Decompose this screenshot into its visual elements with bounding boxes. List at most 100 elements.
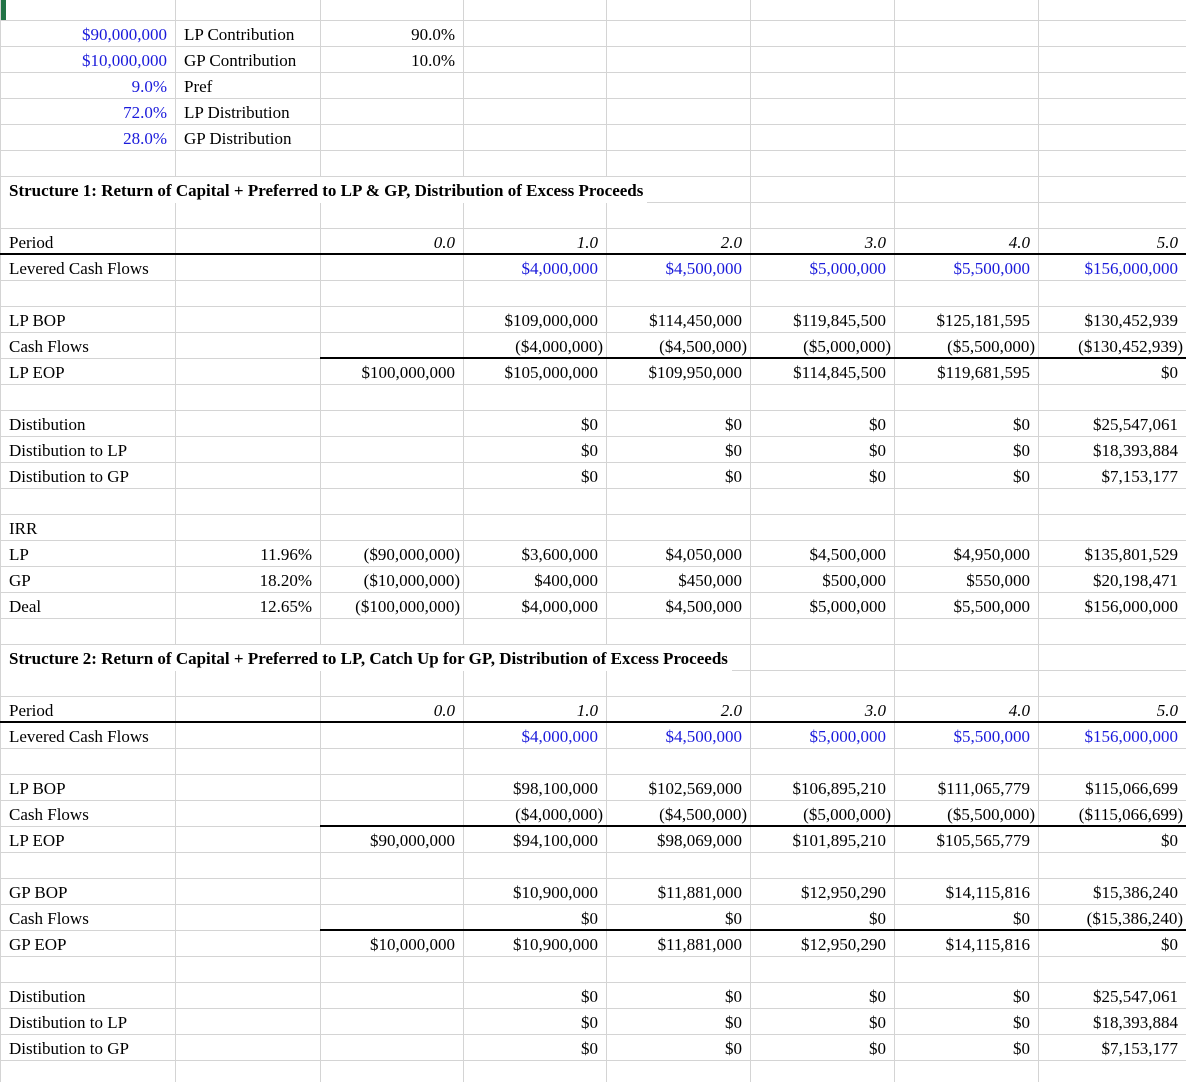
cell: $12,950,290 [801, 883, 886, 902]
cell: $156,000,000 [1084, 597, 1179, 616]
cell: Distibution to GP [9, 467, 129, 486]
cell: $0 [581, 415, 598, 434]
grid-line [0, 46, 1186, 47]
cell: $0 [1013, 1039, 1030, 1058]
grid-line [175, 0, 176, 1082]
cell: GP Distribution [184, 129, 292, 148]
section-title: Structure 1: Return of Capital + Preferr… [1, 177, 648, 203]
cell: $135,801,529 [1084, 545, 1179, 564]
cell: $119,681,595 [937, 363, 1030, 382]
grid-line [0, 1008, 1186, 1009]
cell: $4,000,000 [521, 259, 599, 278]
grid-line [0, 150, 1186, 151]
cell: $125,181,595 [936, 311, 1031, 330]
cell: $15,386,240 [1093, 883, 1178, 902]
grid-line [0, 1034, 1186, 1035]
cell: $109,950,000 [648, 363, 743, 382]
cell: $25,547,061 [1093, 987, 1178, 1006]
cell: ($10,000,000) [363, 571, 460, 590]
cell: $4,000,000 [521, 727, 599, 746]
cell: $4,500,000 [809, 545, 887, 564]
cell: $0 [581, 441, 598, 460]
cell: LP BOP [9, 311, 66, 330]
cell: $102,569,000 [648, 779, 743, 798]
cell: LP [9, 545, 29, 564]
cell: $0 [1161, 831, 1178, 850]
cell: $10,000,000 [370, 935, 455, 954]
grid-line [0, 878, 1186, 879]
cell: $0 [1013, 415, 1030, 434]
cell: $0 [581, 1039, 598, 1058]
cell: $10,000,000 [82, 51, 167, 70]
grid-line [0, 410, 1186, 411]
cell: $14,115,816 [945, 935, 1030, 954]
cell: $0 [1013, 441, 1030, 460]
cell: 4.0 [1008, 701, 1030, 720]
cell: 5.0 [1156, 701, 1178, 720]
cell: $119,845,500 [793, 311, 886, 330]
cell: LP BOP [9, 779, 66, 798]
cell: Cash Flows [9, 337, 89, 356]
cell: ($15,386,240) [1086, 909, 1183, 928]
grid-line [0, 488, 1186, 489]
cell: 2.0 [720, 701, 742, 720]
cell: 10.0% [411, 51, 455, 70]
cell: $114,845,500 [793, 363, 886, 382]
grid-line [0, 462, 1186, 463]
cell: ($115,066,699) [1078, 805, 1183, 824]
grid-line [0, 228, 1186, 229]
cell: $0 [725, 415, 742, 434]
cell: $4,950,000 [953, 545, 1031, 564]
cell: $0 [581, 987, 598, 1006]
cell: 28.0% [123, 129, 167, 148]
cell: LP Distribution [184, 103, 290, 122]
cell: ($4,000,000) [515, 805, 603, 824]
cell: 9.0% [131, 77, 167, 96]
cell: $156,000,000 [1084, 259, 1179, 278]
cell: $0 [725, 1013, 742, 1032]
row-border [0, 253, 1186, 255]
cell: ($100,000,000) [355, 597, 460, 616]
row-border [0, 721, 1186, 723]
cell: Distibution [9, 415, 86, 434]
cell: $0 [725, 441, 742, 460]
cell: $5,000,000 [809, 727, 887, 746]
grid-line [0, 332, 1186, 333]
grid-line [0, 644, 1186, 645]
cell: $0 [581, 909, 598, 928]
cell: $0 [1013, 909, 1030, 928]
cell: $0 [725, 909, 742, 928]
cell: Distibution to GP [9, 1039, 129, 1058]
cell: 0.0 [433, 701, 455, 720]
cell: 0.0 [433, 233, 455, 252]
grid-line [0, 982, 1186, 983]
cell-cursor [0, 0, 6, 20]
cell: $98,069,000 [657, 831, 742, 850]
cell: Distibution [9, 987, 86, 1006]
grid-line [0, 592, 1186, 593]
cell: $4,500,000 [665, 597, 743, 616]
cell: $0 [869, 909, 886, 928]
cell: 18.20% [259, 571, 312, 590]
cell: GP Contribution [184, 51, 297, 70]
cell: $500,000 [822, 571, 886, 590]
cell: 72.0% [123, 103, 167, 122]
cell: $4,050,000 [665, 545, 743, 564]
cell: $550,000 [966, 571, 1030, 590]
cell: $105,565,779 [936, 831, 1031, 850]
grid-line [0, 540, 1186, 541]
cell: Period [9, 233, 54, 252]
grid-line [0, 254, 1186, 255]
cell: ($4,000,000) [515, 337, 603, 356]
grid-line [0, 800, 1186, 801]
cell: $3,600,000 [521, 545, 599, 564]
cell: $20,198,471 [1093, 571, 1178, 590]
cell: ($90,000,000) [363, 545, 460, 564]
cell: Deal [9, 597, 42, 616]
cell: $5,500,000 [953, 597, 1031, 616]
grid-line [0, 98, 1186, 99]
cell: Distibution to LP [9, 441, 128, 460]
cell: $10,900,000 [513, 883, 598, 902]
cell: $18,393,884 [1093, 441, 1178, 460]
grid-line [750, 0, 751, 1082]
